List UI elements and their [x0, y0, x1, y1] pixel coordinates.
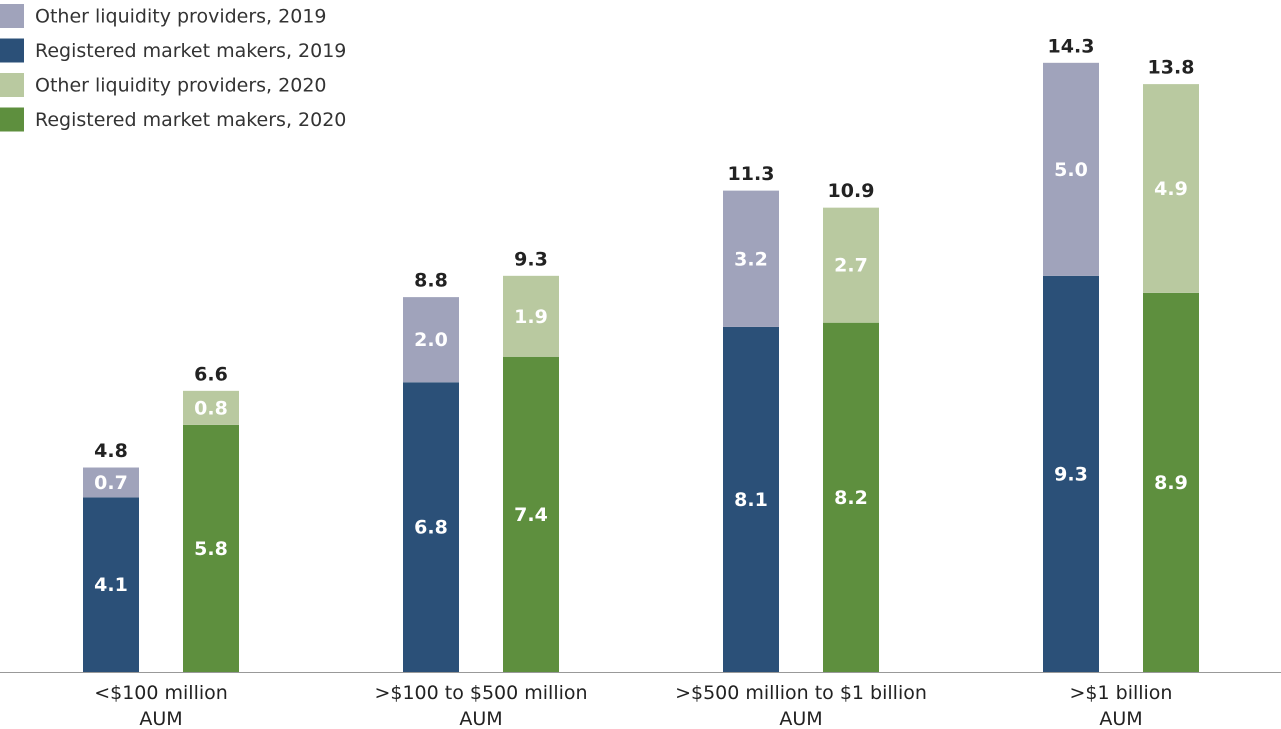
bar [723, 326, 779, 672]
bar-value-label: 0.8 [194, 397, 228, 419]
bar-value-label: 9.3 [1054, 463, 1088, 485]
bar [183, 390, 239, 425]
bar-value-label: 7.4 [514, 504, 548, 526]
legend-label: Registered market makers, 2020 [35, 109, 346, 131]
bar [823, 322, 879, 672]
bar-value-label: 2.7 [834, 255, 868, 277]
bar [1143, 84, 1199, 293]
legend-swatch [0, 4, 24, 28]
bar [503, 356, 559, 672]
bar [83, 467, 139, 498]
total-label: 6.6 [194, 363, 228, 385]
x-tick-label: >$100 to $500 million AUM [374, 682, 588, 729]
bar [183, 424, 239, 672]
bar [823, 207, 879, 323]
bar [503, 275, 559, 357]
bar-value-label: 5.0 [1054, 159, 1088, 181]
bar-value-label: 5.8 [194, 538, 228, 560]
bar [1043, 62, 1099, 276]
legend-label: Registered market makers, 2019 [35, 40, 346, 62]
bar-value-label: 3.2 [734, 248, 768, 270]
bar-value-label: 0.7 [94, 472, 128, 494]
total-label: 4.8 [94, 440, 128, 462]
legend-swatch [0, 73, 24, 97]
total-label: 11.3 [728, 163, 775, 185]
x-tick-label: <$100 million AUM [94, 682, 228, 729]
bar-value-label: 4.1 [94, 574, 128, 596]
bar-value-label: 8.2 [834, 487, 868, 509]
total-label: 10.9 [828, 180, 875, 202]
total-label: 13.8 [1148, 57, 1195, 79]
x-tick-label: >$500 million to $1 billion AUM [675, 682, 927, 729]
total-label: 9.3 [514, 248, 548, 270]
legend-label: Other liquidity providers, 2020 [35, 75, 327, 97]
bar-value-label: 4.9 [1154, 178, 1188, 200]
bar [403, 297, 459, 383]
bar-value-label: 8.9 [1154, 472, 1188, 494]
bar-value-label: 8.1 [734, 489, 768, 511]
bar [723, 190, 779, 327]
bar-value-label: 6.8 [414, 517, 448, 539]
bar [403, 382, 459, 672]
bar [1143, 292, 1199, 672]
total-label: 14.3 [1048, 35, 1095, 57]
bar [83, 497, 139, 672]
bar [1043, 275, 1099, 672]
bar-value-label: 1.9 [514, 306, 548, 328]
legend-swatch [0, 107, 24, 132]
legend-label: Other liquidity providers, 2019 [35, 6, 327, 28]
bar-value-label: 2.0 [414, 329, 448, 351]
total-label: 8.8 [414, 270, 448, 292]
x-tick-label: >$1 billion AUM [1069, 682, 1173, 729]
legend-swatch [0, 38, 24, 63]
